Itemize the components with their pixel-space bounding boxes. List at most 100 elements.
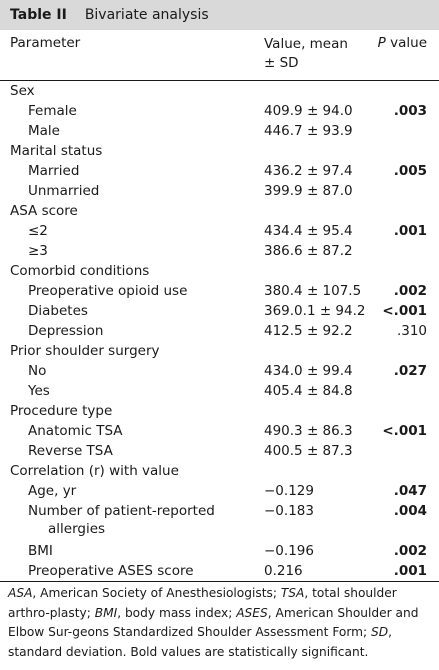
row-parameter: Sex [10, 83, 35, 99]
table-row: Reverse TSA 400.5 ± 87.3 [0, 441, 439, 461]
row-parameter: BMI [28, 543, 53, 559]
row-parameter: Marital status [10, 143, 103, 159]
section-row: Marital status [0, 141, 439, 161]
table-row: ≥3 386.6 ± 87.2 [0, 241, 439, 261]
row-parameter: No [28, 363, 47, 379]
table-row: Number of patient-reported allergies −0.18… [0, 501, 439, 541]
table-header: Parameter Value, mean ± SD P value [0, 30, 439, 81]
footnote-ases-text: , American Shoulder and Elbow Sur-geons … [8, 605, 419, 640]
footnote-ases-abbr: ASES [236, 605, 268, 620]
row-value: 0.216 [264, 563, 303, 579]
row-parameter: Number of patient-reported allergies [28, 502, 215, 538]
table-row: Diabetes 369.0.1 ± 94.2 <.001 [0, 301, 439, 321]
table-label: Table II [10, 7, 67, 23]
table-row: ≤2 434.4 ± 95.4 .001 [0, 221, 439, 241]
table-row: No 434.0 ± 99.4 .027 [0, 361, 439, 381]
footnote-asa-abbr: ASA [8, 586, 33, 600]
data-table: Parameter Value, mean ± SD P value Sex Fe… [0, 30, 439, 582]
row-value: −0.129 [264, 483, 314, 499]
row-value: −0.196 [264, 543, 314, 559]
row-p-value: .002 [393, 283, 427, 299]
row-value: 369.0.1 ± 94.2 [264, 303, 366, 319]
section-row: Comorbid conditions [0, 261, 439, 281]
table-row: Male 446.7 ± 93.9 [0, 121, 439, 141]
row-parameter: ≥3 [28, 243, 48, 259]
footnote-tsa-text: , total shoulder arthro-plasty; [8, 586, 397, 620]
table-title-bar: Table II Bivariate analysis [0, 0, 439, 30]
table-row: Married 436.2 ± 97.4 .005 [0, 161, 439, 181]
row-value: 400.5 ± 87.3 [264, 443, 353, 459]
row-parameter: ASA score [10, 203, 78, 219]
row-parameter: Preoperative opioid use [28, 283, 188, 299]
header-value-line1: Value, mean [264, 36, 348, 52]
header-p-rest: value [385, 35, 427, 51]
row-value: −0.183 [264, 503, 314, 519]
row-parameter: Age, yr [28, 483, 77, 499]
section-row: Correlation (r) with value [0, 461, 439, 481]
table-row: Preoperative ASES score 0.216 .001 [0, 561, 439, 581]
table-row: Female 409.9 ± 94.0 .003 [0, 101, 439, 121]
section-row: Procedure type [0, 401, 439, 421]
footnote-tsa-abbr: TSA [280, 586, 305, 600]
row-parameter: Diabetes [28, 303, 88, 319]
header-value: Value, mean ± SD [264, 35, 364, 73]
row-p-value: <.001 [382, 303, 427, 319]
row-parameter-line1: Number of patient-reported [28, 503, 215, 519]
row-p-value: .003 [393, 103, 427, 119]
row-parameter: Female [28, 103, 77, 119]
row-parameter: Depression [28, 323, 104, 339]
table-row: Yes 405.4 ± 84.8 [0, 381, 439, 401]
row-parameter: Yes [28, 383, 50, 399]
footnote-sd-abbr: SD [371, 625, 389, 639]
row-parameter: Correlation (r) with value [10, 463, 179, 479]
row-value: 409.9 ± 94.0 [264, 103, 353, 119]
row-p-value: .001 [393, 223, 427, 239]
row-value: 412.5 ± 92.2 [264, 323, 353, 339]
row-p-value: .001 [393, 563, 427, 579]
footnote-bmi-abbr: BMI [94, 605, 118, 620]
row-p-value: .310 [396, 323, 427, 339]
table-bottom-rule [0, 581, 439, 582]
footnote-bold-note: Bold values are statistically significan… [130, 644, 369, 659]
row-p-value: .004 [393, 503, 427, 519]
row-parameter: Comorbid conditions [10, 263, 150, 279]
table-body: Sex Female 409.9 ± 94.0 .003 Male 446.7 ± 93.… [0, 81, 439, 581]
header-parameter: Parameter [10, 35, 81, 51]
footnote-bmi-text: , body mass index; [117, 605, 237, 620]
footnote-sd-text: , standard deviation. [8, 625, 392, 659]
row-parameter: Prior shoulder surgery [10, 343, 160, 359]
header-p-italic: P [377, 35, 386, 51]
row-p-value: <.001 [382, 423, 427, 439]
table-row: Anatomic TSA 490.3 ± 86.3 <.001 [0, 421, 439, 441]
table-row: Depression 412.5 ± 92.2 .310 [0, 321, 439, 341]
row-parameter: Procedure type [10, 403, 113, 419]
row-parameter: Anatomic TSA [28, 423, 123, 439]
row-parameter: Unmarried [28, 183, 100, 199]
row-p-value: .005 [393, 163, 427, 179]
row-parameter: Married [28, 163, 80, 179]
section-row: Sex [0, 81, 439, 101]
table-row: Preoperative opioid use 380.4 ± 107.5 .002 [0, 281, 439, 301]
row-p-value: .027 [393, 363, 427, 379]
table-footnote: ASA, American Society of Anesthesiologis… [8, 584, 432, 662]
row-parameter-line2: allergies [48, 521, 106, 537]
row-value: 436.2 ± 97.4 [264, 163, 353, 179]
row-p-value: .047 [393, 483, 427, 499]
section-row: ASA score [0, 201, 439, 221]
row-parameter: ≤2 [28, 223, 48, 239]
row-value: 434.0 ± 99.4 [264, 363, 353, 379]
row-value: 386.6 ± 87.2 [264, 243, 353, 259]
section-row: Prior shoulder surgery [0, 341, 439, 361]
header-p-value: P value [378, 35, 427, 51]
row-value: 434.4 ± 95.4 [264, 223, 353, 239]
row-value: 446.7 ± 93.9 [264, 123, 353, 139]
table-row: BMI −0.196 .002 [0, 541, 439, 561]
footnote-asa-text: , American Society of Anesthesiologists; [32, 586, 281, 600]
row-value: 490.3 ± 86.3 [264, 423, 353, 439]
table-row: Unmarried 399.9 ± 87.0 [0, 181, 439, 201]
header-value-line2: ± SD [264, 55, 299, 71]
row-parameter: Reverse TSA [28, 443, 113, 459]
row-p-value: .002 [393, 543, 427, 559]
row-value: 405.4 ± 84.8 [264, 383, 353, 399]
row-value: 399.9 ± 87.0 [264, 183, 353, 199]
